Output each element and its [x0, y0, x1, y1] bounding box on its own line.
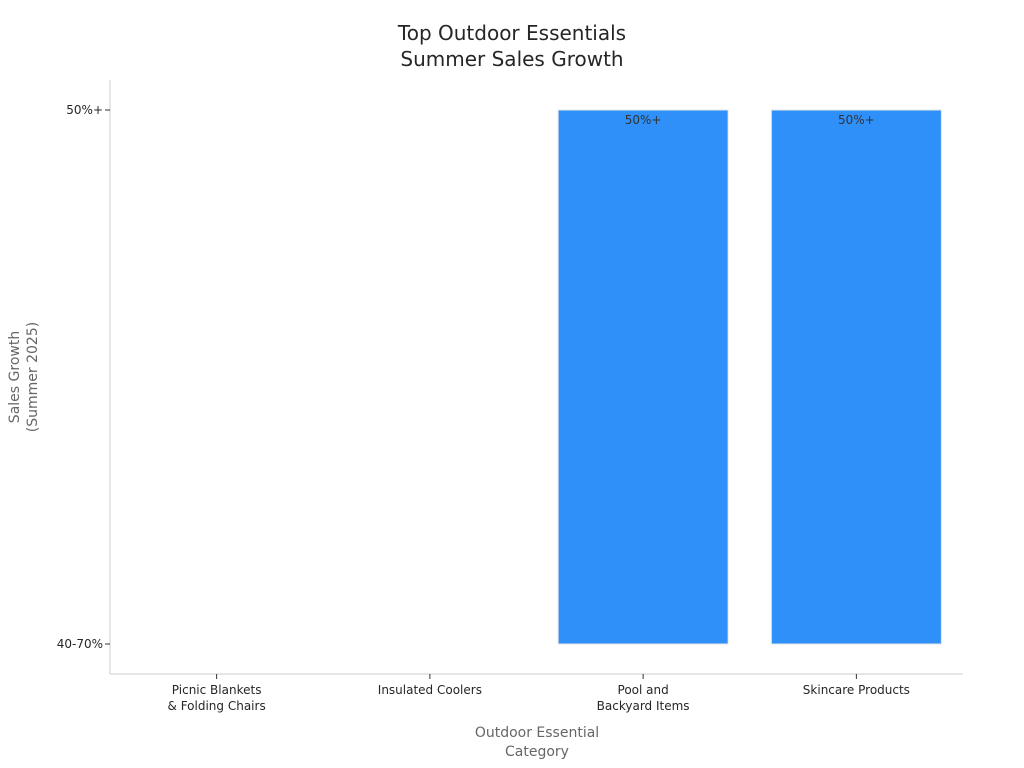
- x-tick-label: Insulated Coolers: [378, 683, 482, 697]
- chart-title-line-2: Summer Sales Growth: [400, 47, 623, 71]
- y-axis-label-line-2: (Summer 2025): [25, 322, 41, 432]
- x-axis-label-line-2: Category: [505, 744, 569, 760]
- chart-title-line-1: Top Outdoor Essentials: [397, 21, 626, 45]
- bar-data-label: 50%+: [625, 113, 662, 127]
- bars-group: [557, 109, 942, 645]
- y-axis-label-line-1: Sales Growth: [7, 331, 23, 423]
- x-axis-label: Outdoor Essential Category: [475, 725, 599, 760]
- y-tick-label: 40-70%: [57, 637, 103, 651]
- x-tick-label: Pool and: [618, 683, 669, 697]
- x-tick-label: & Folding Chairs: [168, 699, 266, 713]
- x-ticks-group: Picnic Blankets & Folding Chairs Insulated…: [168, 674, 910, 713]
- x-axis-label-line-1: Outdoor Essential: [475, 725, 599, 741]
- bar-data-label: 50%+: [838, 113, 875, 127]
- x-tick-label: Backyard Items: [597, 699, 690, 713]
- bar: [770, 109, 942, 645]
- y-ticks-group: 40-70% 50%+: [57, 103, 110, 651]
- y-tick-label: 50%+: [66, 103, 103, 117]
- x-tick-label: Picnic Blankets: [172, 683, 262, 697]
- y-axis-label: Sales Growth (Summer 2025): [7, 322, 41, 432]
- bar-labels-group: 50%+ 50%+: [625, 113, 875, 127]
- bar: [557, 109, 729, 645]
- x-tick-label: Skincare Products: [803, 683, 910, 697]
- chart-title: Top Outdoor Essentials Summer Sales Grow…: [397, 21, 626, 71]
